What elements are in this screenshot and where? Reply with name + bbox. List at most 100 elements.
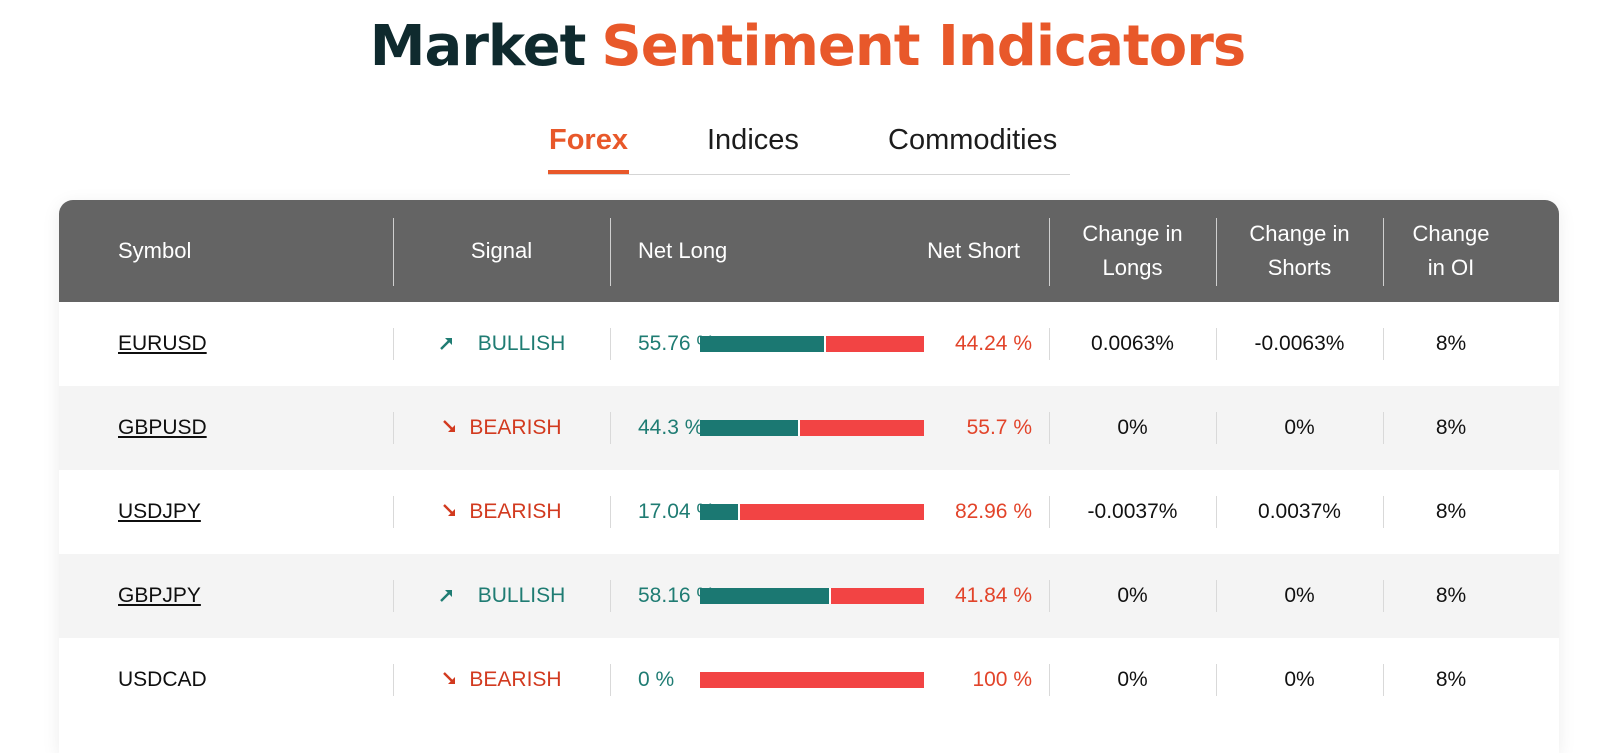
net-long-value: 17.04 % — [638, 500, 716, 523]
row-divider — [1383, 412, 1384, 444]
row-divider — [393, 664, 394, 696]
signal-cell: BEARISH — [393, 386, 610, 470]
table-row: USDCAD BEARISH 0 % 100 % 0% 0% 8% — [59, 638, 1559, 722]
change-oi-value: 8% — [1435, 668, 1467, 691]
row-divider — [610, 580, 611, 612]
header-divider — [610, 218, 611, 286]
sentiment-bar-long — [700, 588, 829, 604]
change-longs-value: 0.0063% — [1091, 332, 1174, 355]
table-row: GBPUSD BEARISH 44.3 % 55.7 % 0% 0% 8% — [59, 386, 1559, 470]
change-shorts-value: 0% — [1284, 584, 1315, 607]
header-change-shorts-line2: Shorts — [1267, 255, 1332, 280]
header-change-oi-line1: Change — [1412, 221, 1490, 246]
change-longs-value: 0% — [1117, 668, 1148, 691]
sentiment-bar-gap — [798, 420, 800, 436]
row-divider — [393, 328, 394, 360]
row-divider — [1049, 664, 1050, 696]
header-change-longs-line2: Longs — [1102, 255, 1163, 280]
net-short-value: 82.96 % — [954, 500, 1032, 523]
row-divider — [1383, 328, 1384, 360]
sentiment-bar-short — [831, 588, 924, 604]
arrow-down-right-icon — [441, 670, 461, 690]
market-tabs: Forex Indices Commodities — [548, 118, 1070, 175]
header-signal: Signal — [470, 238, 533, 263]
net-long-value: 55.76 % — [638, 332, 716, 355]
signal-label: BULLISH — [477, 584, 566, 607]
sentiment-bar-short — [800, 420, 924, 436]
symbol-gbpjpy[interactable]: GBPJPY — [118, 584, 201, 607]
sentiment-table: Symbol Signal Net Long Net Short Change … — [59, 200, 1559, 753]
header-change-oi: Change in OI — [1383, 200, 1519, 302]
sentiment-bar-long — [700, 504, 738, 520]
sentiment-bar-gap — [738, 504, 740, 520]
sentiment-bar — [700, 336, 924, 352]
change-shorts-value: 0% — [1284, 668, 1315, 691]
sentiment-bar-short — [700, 672, 924, 688]
arrow-down-right-icon — [441, 418, 461, 438]
signal-cell: BEARISH — [393, 470, 610, 554]
header-change-shorts: Change in Shorts — [1216, 200, 1383, 302]
symbol-eurusd[interactable]: EURUSD — [118, 332, 207, 355]
tab-forex[interactable]: Forex — [548, 122, 629, 174]
sentiment-bar-gap — [824, 336, 826, 352]
change-longs-value: 0% — [1117, 584, 1148, 607]
change-longs-value: -0.0037% — [1087, 500, 1178, 523]
arrow-up-right-icon — [438, 334, 458, 354]
change-oi-value: 8% — [1435, 584, 1467, 607]
table-header: Symbol Signal Net Long Net Short Change … — [59, 200, 1559, 302]
tab-indices[interactable]: Indices — [707, 124, 799, 156]
sentiment-bar — [700, 588, 924, 604]
row-divider — [393, 496, 394, 528]
table-row: EURUSD BULLISH 55.76 % 44.24 % 0.0063% -… — [59, 302, 1559, 386]
table-row: GBPJPY BULLISH 58.16 % 41.84 % 0% 0% 8% — [59, 554, 1559, 638]
signal-label: BEARISH — [469, 668, 562, 691]
net-long-value: 0 % — [638, 668, 675, 691]
row-divider — [1216, 412, 1217, 444]
change-oi-value: 8% — [1435, 332, 1467, 355]
arrow-down-right-icon — [441, 502, 461, 522]
row-divider — [1383, 664, 1384, 696]
page-title: Market Sentiment Indicators — [0, 12, 1615, 82]
tab-commodities[interactable]: Commodities — [888, 124, 1058, 156]
row-divider — [1383, 496, 1384, 528]
header-divider — [1049, 218, 1050, 286]
symbol-gbpusd[interactable]: GBPUSD — [118, 416, 207, 439]
row-divider — [1383, 580, 1384, 612]
header-change-longs-line1: Change in — [1082, 221, 1183, 246]
header-symbol: Symbol — [118, 238, 192, 263]
row-divider — [1049, 412, 1050, 444]
signal-cell: BEARISH — [393, 638, 610, 722]
change-shorts-value: -0.0063% — [1254, 332, 1345, 355]
row-divider — [1216, 328, 1217, 360]
sentiment-bar-short — [740, 504, 924, 520]
symbol-usdjpy[interactable]: USDJPY — [118, 500, 201, 523]
header-change-shorts-line1: Change in — [1249, 221, 1350, 246]
row-divider — [393, 580, 394, 612]
change-shorts-value: 0.0037% — [1258, 500, 1341, 523]
change-oi-value: 8% — [1435, 500, 1467, 523]
row-divider — [1049, 496, 1050, 528]
signal-label: BEARISH — [469, 416, 562, 439]
row-divider — [393, 412, 394, 444]
row-divider — [610, 412, 611, 444]
sentiment-bar — [700, 672, 924, 688]
arrow-up-right-icon — [438, 586, 458, 606]
net-short-value: 44.24 % — [954, 332, 1032, 355]
sentiment-bar-gap — [829, 588, 831, 604]
change-shorts-value: 0% — [1284, 416, 1315, 439]
net-short-value: 41.84 % — [954, 584, 1032, 607]
sentiment-bar-long — [700, 420, 798, 436]
signal-cell: BULLISH — [393, 554, 610, 638]
change-oi-value: 8% — [1435, 416, 1467, 439]
table-row: USDJPY BEARISH 17.04 % 82.96 % -0.0037% … — [59, 470, 1559, 554]
page-title-part2: Sentiment Indicators — [601, 14, 1246, 79]
header-change-longs: Change in Longs — [1049, 200, 1216, 302]
page-title-part1: Market — [369, 14, 587, 79]
row-divider — [1216, 496, 1217, 528]
sentiment-bar — [700, 504, 924, 520]
net-short-value: 55.7 % — [966, 416, 1032, 439]
header-divider — [1216, 218, 1217, 286]
change-longs-value: 0% — [1117, 416, 1148, 439]
net-short-value: 100 % — [972, 668, 1032, 691]
